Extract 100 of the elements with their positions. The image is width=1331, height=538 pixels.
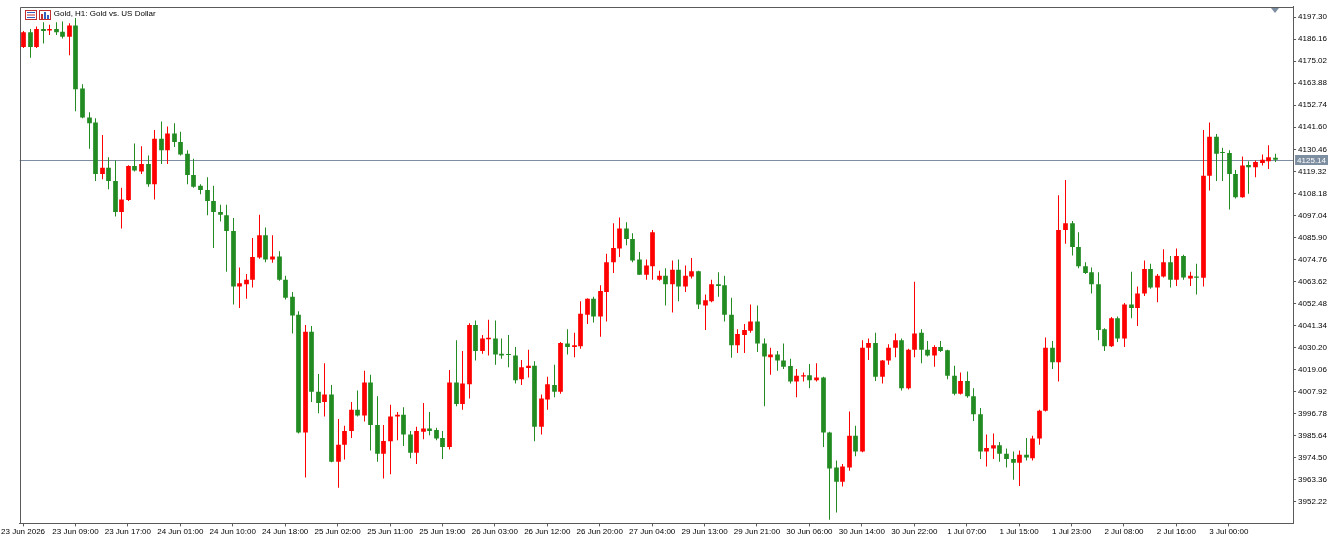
x-tick-label: 26 Jun 12:00 xyxy=(524,527,571,537)
y-tick-label: 4197.30 xyxy=(1298,12,1328,22)
x-tick-label: 23 Jun 17:00 xyxy=(104,527,152,537)
y-tick-label: 4119.32 xyxy=(1298,166,1327,176)
candlestick xyxy=(401,407,406,447)
candlestick xyxy=(781,343,786,370)
candlestick xyxy=(205,177,210,216)
candlestick xyxy=(762,338,767,407)
y-tick-label: 4041.34 xyxy=(1298,320,1328,330)
candlestick xyxy=(552,364,557,398)
y-tick-label: 4175.02 xyxy=(1298,56,1328,66)
x-tick-label: 23 Jun 2026 xyxy=(1,527,46,537)
candlestick xyxy=(807,363,812,389)
candlestick xyxy=(100,135,105,180)
candlestick xyxy=(270,235,275,263)
candlestick xyxy=(67,23,72,56)
candlestick xyxy=(460,351,465,410)
y-tick-label: 4097.04 xyxy=(1298,210,1328,220)
candlestick xyxy=(513,346,518,384)
candlestick xyxy=(834,460,839,513)
candlestick xyxy=(375,396,380,462)
x-tick-label: 30 Jun 22:00 xyxy=(891,527,938,537)
candlestick xyxy=(250,237,255,288)
candlestick xyxy=(814,363,819,382)
candlestick xyxy=(211,185,216,248)
candlestick xyxy=(1227,150,1232,210)
y-tick-label: 4186.16 xyxy=(1298,34,1328,44)
candlestick xyxy=(342,425,347,460)
x-tick-label: 30 Jun 14:00 xyxy=(838,527,886,537)
candlestick xyxy=(1017,450,1022,487)
candlestick xyxy=(637,251,642,276)
candlestick xyxy=(1246,161,1251,194)
candlestick xyxy=(1063,180,1068,244)
candlestick xyxy=(663,268,668,306)
candlestick xyxy=(506,335,511,368)
candlestick xyxy=(421,402,426,440)
candlestick xyxy=(1024,437,1029,461)
candlestick xyxy=(526,349,531,378)
candlestick xyxy=(381,425,386,479)
x-tick-label: 2 Jul 08:00 xyxy=(1104,527,1145,537)
x-tick-label: 26 Jun 03:00 xyxy=(471,527,519,537)
candlestick xyxy=(893,333,898,358)
candlestick xyxy=(676,259,681,302)
candlestick xyxy=(886,344,891,365)
candlestick xyxy=(21,30,26,48)
candlestick xyxy=(336,418,341,488)
y-tick-label: 4152.74 xyxy=(1298,100,1328,110)
candlestick xyxy=(486,319,491,356)
x-tick-label: 1 Jul 07:00 xyxy=(947,527,987,537)
y-tick-label: 4063.62 xyxy=(1298,276,1328,286)
x-tick-label: 25 Jun 11:00 xyxy=(367,527,414,537)
x-tick-label: 24 Jun 18:00 xyxy=(262,527,309,537)
x-tick-label: 29 Jun 13:00 xyxy=(681,527,729,537)
y-tick-label: 4130.46 xyxy=(1298,144,1328,154)
candlestick xyxy=(132,143,137,172)
candlestick xyxy=(454,340,459,407)
y-tick-label: 4108.18 xyxy=(1298,188,1328,198)
x-tick-label: 27 Jun 04:00 xyxy=(629,527,676,537)
y-tick-label: 3952.22 xyxy=(1298,497,1328,507)
candlestick xyxy=(997,441,1002,462)
candlestick xyxy=(316,374,321,414)
candlestick xyxy=(322,363,327,417)
x-tick-label: 23 Jun 09:00 xyxy=(52,527,100,537)
candlestick xyxy=(1129,271,1134,319)
candlestick xyxy=(172,123,177,147)
ref-line-label: 4125.14 xyxy=(1297,155,1327,165)
x-tick-label: 2 Jul 16:00 xyxy=(1156,527,1197,537)
x-tick-label: 24 Jun 10:00 xyxy=(209,527,257,537)
candlestick xyxy=(644,259,649,280)
candlestick xyxy=(427,412,432,436)
candlestick xyxy=(28,28,33,58)
candlestick xyxy=(224,204,229,272)
candlestick xyxy=(47,24,52,36)
candlestick xyxy=(670,260,675,313)
candlestick xyxy=(565,329,570,355)
candlestick xyxy=(1011,451,1016,480)
candlestick xyxy=(991,433,996,459)
candlestick xyxy=(768,347,773,375)
y-tick-label: 4163.88 xyxy=(1298,78,1328,88)
y-tick-label: 4019.06 xyxy=(1298,364,1328,374)
x-tick-label: 26 Jun 20:00 xyxy=(576,527,624,537)
candlestick xyxy=(984,434,989,467)
x-tick-label: 3 Jul 00:00 xyxy=(1209,527,1249,537)
candlestick xyxy=(1194,263,1199,295)
candlestick xyxy=(788,358,793,384)
candlestick xyxy=(165,126,170,164)
candlestick xyxy=(840,464,845,487)
y-tick-label: 4141.60 xyxy=(1298,122,1328,132)
candlestick xyxy=(355,390,360,417)
candlestick xyxy=(237,267,242,308)
y-tick-label: 3985.64 xyxy=(1298,431,1328,441)
candlestick xyxy=(159,121,164,164)
candlestick xyxy=(277,251,282,281)
candlestick xyxy=(395,412,400,441)
candlestick xyxy=(794,369,799,398)
y-tick-label: 4085.90 xyxy=(1298,232,1328,242)
y-tick-label: 3996.78 xyxy=(1298,409,1328,419)
candlestick xyxy=(1135,286,1140,326)
candlestick xyxy=(191,158,196,188)
candlestick xyxy=(1168,256,1173,288)
